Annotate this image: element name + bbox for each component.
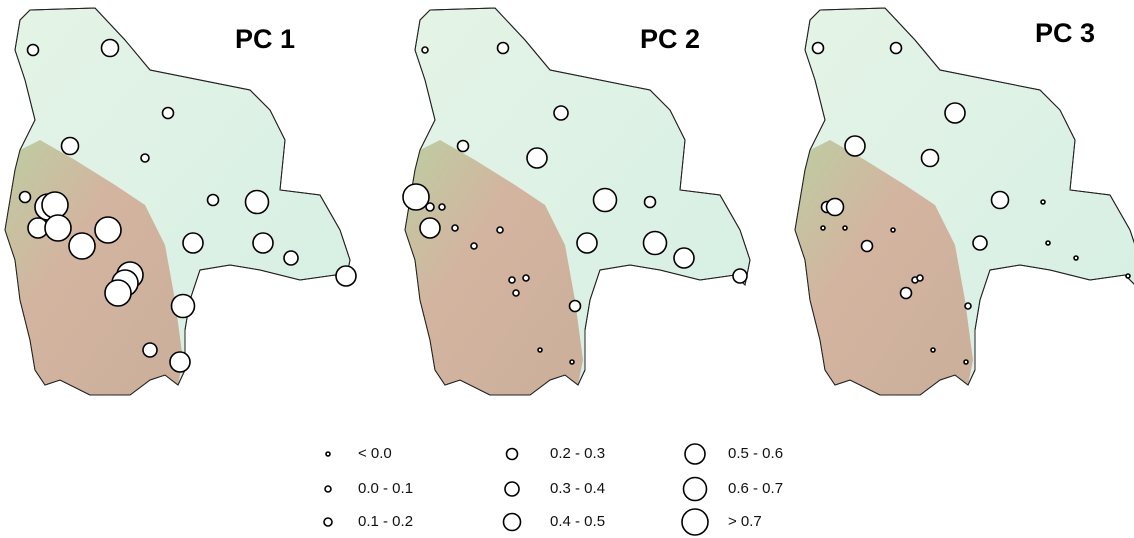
station-marker: [44, 214, 72, 242]
station-marker: [944, 102, 966, 124]
station-marker: [576, 232, 598, 254]
legend-label: > 0.7: [728, 513, 762, 530]
station-marker: [1045, 240, 1051, 246]
legend-label: < 0.0: [358, 445, 392, 462]
legend-label: 0.4 - 0.5: [550, 513, 605, 530]
legend-label: 0.3 - 0.4: [550, 480, 605, 497]
station-marker: [568, 299, 582, 313]
station-marker: [1040, 199, 1046, 205]
station-marker: [140, 153, 150, 163]
station-marker: [161, 106, 175, 120]
station-marker: [206, 193, 220, 207]
station-marker: [335, 265, 357, 287]
station-marker: [825, 197, 845, 217]
panel-title: PC 3: [1035, 18, 1095, 48]
panel-title: PC 2: [640, 24, 700, 54]
station-marker: [402, 183, 430, 211]
station-marker: [522, 274, 530, 282]
station-marker: [425, 202, 435, 212]
station-marker: [169, 351, 191, 373]
station-marker: [1125, 273, 1131, 279]
station-marker: [860, 239, 874, 253]
station-marker: [537, 347, 543, 353]
station-marker: [41, 191, 69, 219]
station-marker: [820, 225, 826, 231]
station-marker: [60, 136, 80, 156]
map-panel: PC 3: [794, 7, 1134, 396]
station-marker: [732, 268, 748, 284]
station-marker: [964, 302, 972, 310]
station-marker: [100, 38, 120, 58]
station-marker: [508, 276, 516, 284]
station-marker: [170, 293, 196, 319]
station-marker: [421, 46, 429, 54]
legend-symbol: [325, 451, 331, 457]
legend-label: 0.0 - 0.1: [358, 480, 413, 497]
station-marker: [244, 189, 270, 215]
legend-label: 0.2 - 0.3: [550, 445, 605, 462]
station-marker: [899, 286, 913, 300]
station-marker: [673, 247, 695, 269]
station-marker: [438, 203, 446, 211]
legend-symbol: [684, 443, 706, 465]
highland-relief: [405, 140, 583, 395]
station-marker: [930, 347, 936, 353]
station-marker: [18, 190, 32, 204]
station-marker: [920, 148, 940, 168]
station-marker: [963, 359, 969, 365]
station-marker: [889, 41, 903, 55]
station-marker: [470, 242, 478, 250]
station-marker: [94, 216, 122, 244]
station-marker: [592, 187, 618, 213]
station-marker: [1073, 255, 1079, 261]
station-marker: [283, 250, 299, 266]
station-marker: [844, 135, 866, 157]
map-panel: PC 2: [402, 7, 751, 396]
legend-symbol: [504, 481, 520, 497]
station-marker: [512, 289, 520, 297]
station-marker: [916, 274, 924, 282]
station-marker: [252, 232, 274, 254]
legend-symbol: [505, 447, 519, 461]
station-marker: [451, 224, 459, 232]
station-marker: [496, 226, 504, 234]
station-marker: [68, 232, 96, 260]
panel-title: PC 1: [235, 24, 295, 54]
station-marker: [990, 190, 1010, 210]
station-marker: [842, 225, 848, 231]
station-marker: [526, 147, 548, 169]
station-marker: [26, 43, 40, 57]
station-marker: [456, 139, 470, 153]
station-marker: [569, 359, 575, 365]
legend-symbol: [324, 485, 332, 493]
station-marker: [104, 279, 132, 307]
map-panel: PC 1: [4, 7, 357, 396]
station-marker: [419, 217, 441, 239]
legend-symbol: [682, 476, 708, 502]
station-marker: [496, 41, 510, 55]
country-border: [794, 7, 1134, 396]
legend-label: 0.6 - 0.7: [728, 480, 783, 497]
station-marker: [890, 227, 896, 233]
legend-label: 0.5 - 0.6: [728, 445, 783, 462]
legend-label: 0.1 - 0.2: [358, 513, 413, 530]
station-marker: [142, 342, 158, 358]
station-marker: [642, 230, 668, 256]
legend-symbol: [681, 508, 709, 536]
legend-symbol: [323, 517, 333, 527]
station-marker: [553, 105, 569, 121]
station-marker: [643, 195, 657, 209]
legend-symbol: [502, 512, 522, 532]
station-marker: [972, 235, 988, 251]
station-marker: [811, 41, 825, 55]
station-marker: [182, 232, 204, 254]
